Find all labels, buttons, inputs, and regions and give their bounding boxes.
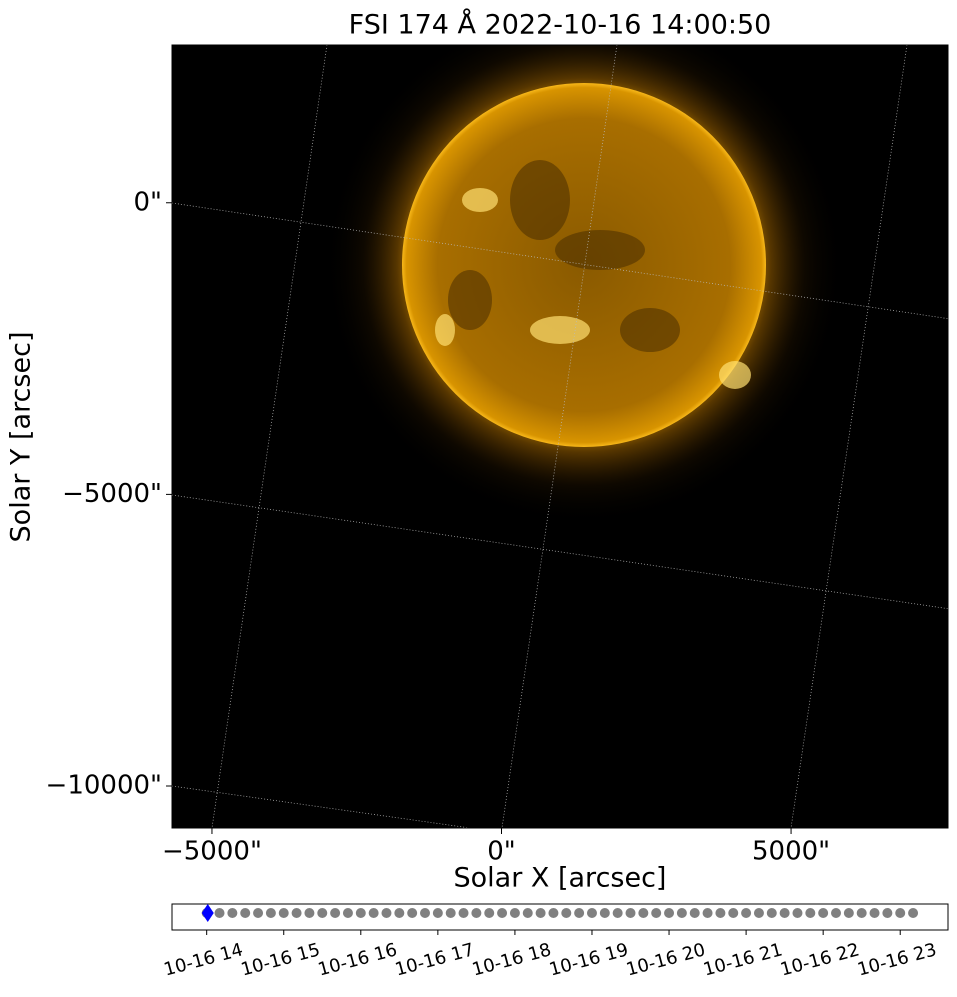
time-point: [240, 908, 251, 918]
time-point: [278, 908, 289, 918]
time-point: [676, 908, 687, 918]
time-point: [612, 908, 623, 918]
x-tick-label: 10-16 22: [778, 939, 862, 980]
time-point: [561, 908, 572, 918]
time-point: [792, 908, 803, 918]
time-point: [818, 908, 829, 918]
time-point: [265, 908, 276, 918]
time-point: [664, 908, 675, 918]
y-tick-label: 0": [133, 187, 162, 217]
x-tick-label: 10-16 23: [855, 939, 939, 980]
x-axis-label: Solar X [arcsec]: [454, 863, 667, 894]
time-point: [586, 908, 597, 918]
x-tick-label: 5000": [752, 837, 830, 867]
chart-title: FSI 174 Å 2022-10-16 14:00:50: [349, 9, 772, 41]
time-point: [317, 908, 328, 918]
time-point: [689, 908, 700, 918]
time-point: [753, 908, 764, 918]
x-tick-label: −5000": [162, 837, 262, 867]
time-point: [304, 908, 315, 918]
x-tick-label: 10-16 15: [239, 939, 323, 980]
time-point: [342, 908, 353, 918]
time-point: [497, 908, 508, 918]
x-tick-label: 10-16 21: [701, 939, 785, 980]
time-point: [381, 908, 392, 918]
time-point: [702, 908, 713, 918]
time-point: [869, 908, 880, 918]
time-point: [779, 908, 790, 918]
time-point: [831, 908, 842, 918]
time-point: [741, 908, 752, 918]
time-point: [728, 908, 739, 918]
time-point: [330, 908, 341, 918]
x-tick-label: 10-16 17: [393, 939, 477, 980]
time-point: [214, 908, 225, 918]
time-point: [420, 908, 431, 918]
time-point: [856, 908, 867, 918]
time-point: [651, 908, 662, 918]
x-tick-label: 10-16 20: [624, 939, 708, 980]
time-point: [625, 908, 636, 918]
time-point: [445, 908, 456, 918]
y-axis-label: Solar Y [arcsec]: [6, 332, 37, 543]
time-point: [522, 908, 533, 918]
x-tick-label: 10-16 18: [470, 939, 554, 980]
time-point: [394, 908, 405, 918]
time-point: [368, 908, 379, 918]
time-point: [638, 908, 649, 918]
time-point: [458, 908, 469, 918]
time-point: [535, 908, 546, 918]
time-point: [548, 908, 559, 918]
y-tick-label: −5000": [62, 479, 162, 509]
time-point: [432, 908, 443, 918]
time-point: [407, 908, 418, 918]
timeline-frame: [171, 903, 949, 931]
time-point: [599, 908, 610, 918]
time-point: [509, 908, 520, 918]
time-point: [574, 908, 585, 918]
x-tick-label: 10-16 16: [316, 939, 400, 980]
time-point: [895, 908, 906, 918]
time-point: [715, 908, 726, 918]
current-time-marker: [201, 904, 214, 922]
y-tick-label: −10000": [46, 771, 162, 801]
x-tick-label: 0": [487, 837, 516, 867]
time-point: [253, 908, 264, 918]
x-tick-label: 10-16 14: [162, 939, 246, 980]
time-point: [471, 908, 482, 918]
time-point: [882, 908, 893, 918]
time-point: [484, 908, 495, 918]
axes-frame: [171, 44, 949, 829]
time-point: [291, 908, 302, 918]
time-point: [355, 908, 366, 918]
time-point: [805, 908, 816, 918]
x-tick-label: 10-16 19: [547, 939, 631, 980]
solar-image: [172, 45, 948, 828]
time-point: [766, 908, 777, 918]
time-point: [843, 908, 854, 918]
time-point: [908, 908, 919, 918]
time-point: [227, 908, 238, 918]
